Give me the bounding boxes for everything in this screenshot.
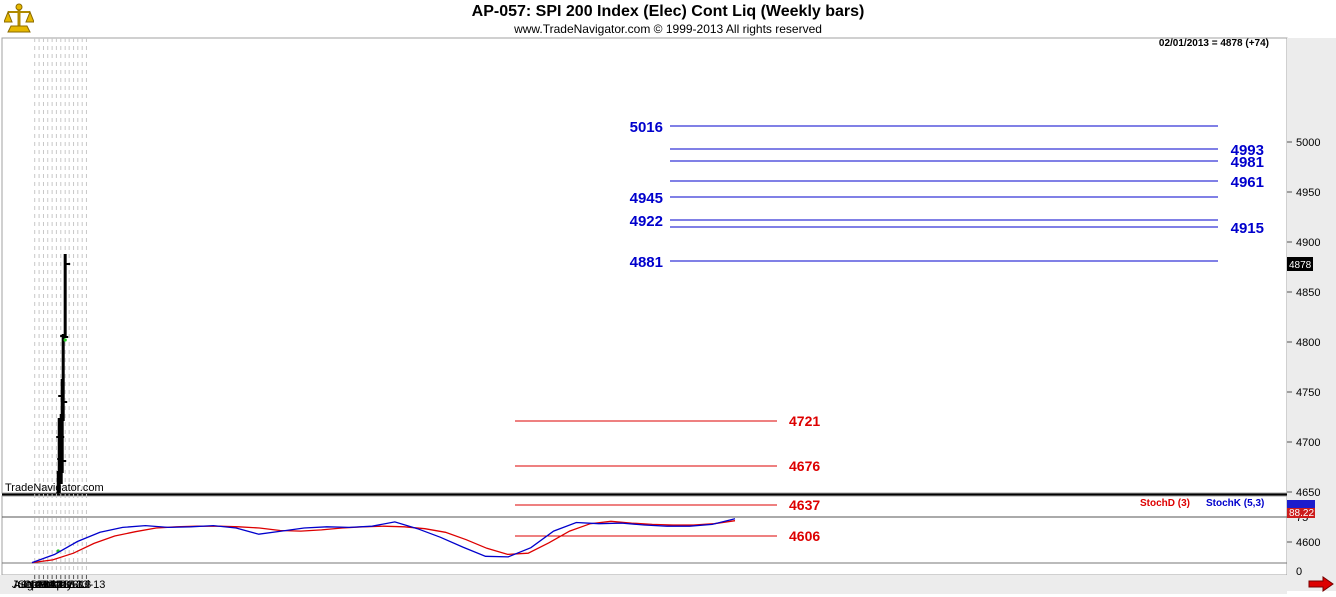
stoch-series-line — [31, 520, 736, 564]
resistance-label: 4993 — [1231, 142, 1264, 159]
y-tick-label: 4750 — [1296, 387, 1320, 399]
x-tick-label: Oct-12 — [23, 579, 56, 591]
y-tick-label: 4650 — [1296, 487, 1320, 499]
y-tick-label: 4600 — [1296, 537, 1320, 549]
stoch-y-tick-label: 0 — [1296, 566, 1302, 578]
stochd-value-box — [1287, 508, 1315, 518]
y-tick-label: 4800 — [1296, 337, 1320, 349]
x-tick-label: Jul-12 — [12, 579, 42, 591]
support-label: 4676 — [789, 458, 820, 474]
resistance-label: 5016 — [630, 119, 663, 136]
x-tick-label: Jun-13 — [58, 579, 92, 591]
x-tick-label: May-13 — [52, 579, 89, 591]
last-price-box — [1287, 257, 1313, 271]
scroll-right-arrow-icon[interactable] — [1308, 576, 1334, 592]
low-marker — [63, 338, 67, 342]
y-tick-label: 4900 — [1296, 237, 1320, 249]
stoch-legend-label: StochK (5,3) — [1206, 498, 1264, 509]
y-tick-label: 4950 — [1296, 187, 1320, 199]
support-label: 4606 — [789, 528, 820, 544]
resistance-label: 4945 — [630, 190, 663, 207]
resistance-label: 4881 — [630, 254, 663, 271]
x-tick-label: Apr-13 — [49, 579, 82, 591]
stochk-value-box — [1287, 500, 1315, 508]
last-bar-readout: 02/01/2013 = 4878 (+74) — [1159, 38, 1269, 49]
price-axis-band — [1287, 38, 1336, 591]
trade-navigator-logo-icon — [3, 2, 35, 34]
y-tick-label: 4700 — [1296, 437, 1320, 449]
time-axis-band — [0, 575, 1287, 594]
last-price-label: 4878 — [1289, 260, 1312, 271]
x-tick-label: Aug-12 — [14, 579, 49, 591]
resistance-label: 4961 — [1231, 174, 1264, 191]
stoch-legend-label: StochD (3) — [1140, 498, 1190, 509]
resistance-label: 4915 — [1231, 220, 1264, 237]
copyright-text: www.TradeNavigator.com © 1999-2013 All r… — [514, 22, 822, 36]
resistance-label: 4922 — [630, 213, 663, 230]
x-tick-label: Nov-12 — [27, 579, 62, 591]
ohlc-bars — [56, 254, 71, 493]
resistance-label: 4981 — [1231, 154, 1264, 171]
support-label: 4637 — [789, 497, 820, 513]
y-tick-label: 4850 — [1296, 287, 1320, 299]
y-tick-label: 5000 — [1296, 137, 1320, 149]
x-tick-label: Jul-13 — [75, 579, 105, 591]
chart-title: AP-057: SPI 200 Index (Elec) Cont Liq (W… — [471, 3, 865, 20]
x-tick-label: Feb-13 — [40, 579, 75, 591]
support-label: 4721 — [789, 413, 820, 429]
x-tick-label: Jan-13 — [36, 579, 70, 591]
x-tick-label: Mar-13 — [44, 579, 79, 591]
stoch-series-line — [31, 518, 736, 564]
stoch-current-value: 88.22 — [1289, 508, 1314, 519]
x-tick-label: Dec-12 — [31, 579, 66, 591]
price-panel — [1, 37, 1288, 494]
x-tick-label: Sep-12 — [18, 579, 53, 591]
watermark-text: TradeNavigator.com — [5, 482, 104, 494]
